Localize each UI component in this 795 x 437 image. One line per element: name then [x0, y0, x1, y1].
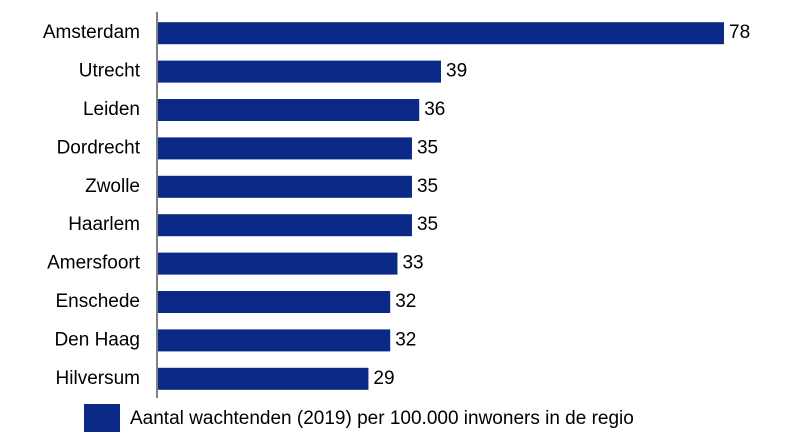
y-tick-label: Enschede: [55, 291, 140, 312]
bar: [158, 99, 420, 121]
data-label: 35: [417, 137, 438, 158]
data-label: 39: [446, 61, 467, 82]
y-tick-label: Haarlem: [68, 214, 140, 235]
y-tick-label: Zwolle: [85, 176, 140, 197]
data-label: 32: [395, 329, 416, 350]
data-label: 32: [395, 291, 416, 312]
y-tick-label: Dordrecht: [57, 137, 141, 158]
y-tick-label: Leiden: [83, 99, 140, 120]
bar: [158, 214, 412, 237]
data-label: 35: [417, 214, 438, 235]
y-tick-label: Den Haag: [54, 329, 140, 350]
y-tick-label: Hilversum: [56, 368, 140, 389]
legend-label: Aantal wachtenden (2019) per 100.000 inw…: [130, 408, 634, 429]
bar: [158, 22, 724, 45]
data-label: 78: [729, 22, 750, 43]
bar: [158, 367, 369, 390]
y-tick-label: Utrecht: [79, 61, 141, 82]
bar: [158, 252, 398, 275]
data-label: 29: [373, 368, 394, 389]
bar: [158, 60, 441, 83]
data-label: 35: [417, 176, 438, 197]
bar: [158, 291, 391, 313]
y-tick-label: Amersfoort: [47, 253, 141, 274]
bar: [158, 329, 391, 352]
legend-swatch: [84, 404, 120, 432]
bar: [158, 175, 412, 198]
bar: [158, 137, 412, 160]
y-tick-label: Amsterdam: [43, 22, 140, 43]
data-label: 36: [424, 99, 445, 120]
data-label: 33: [402, 253, 423, 274]
